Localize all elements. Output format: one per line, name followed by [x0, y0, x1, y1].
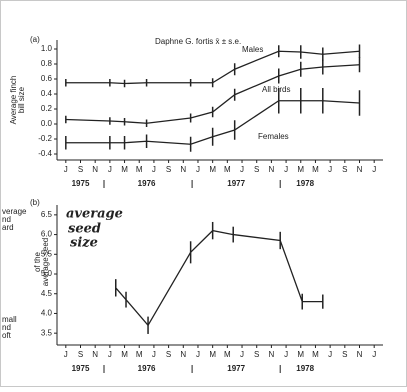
x-tick-label: N — [269, 350, 275, 359]
y-tick-label: 4.0 — [41, 309, 53, 318]
handwritten-note: size — [70, 236, 98, 251]
x-tick-label: M — [209, 165, 216, 174]
y-axis-label: of the — [33, 251, 42, 272]
year-label: 1978 — [296, 179, 314, 188]
year-label: 1975 — [72, 364, 90, 373]
series-label: All birds — [262, 85, 290, 94]
x-tick-label: M — [297, 350, 304, 359]
cropped-label: verage — [2, 207, 27, 216]
y-tick-label: 4.5 — [41, 289, 53, 298]
year-label: 1978 — [296, 364, 314, 373]
x-tick-label: N — [92, 165, 98, 174]
x-tick-label: N — [92, 350, 98, 359]
y-tick-label: -0.2 — [38, 134, 52, 143]
x-tick-label: M — [121, 350, 128, 359]
y-tick-label: 6.0 — [41, 230, 53, 239]
x-tick-label: M — [224, 165, 231, 174]
series-label: Males — [242, 45, 263, 54]
x-tick-label: J — [284, 350, 288, 359]
x-tick-label: N — [357, 165, 363, 174]
y-tick-label: -0.4 — [38, 149, 52, 158]
x-tick-label: J — [152, 165, 156, 174]
handwritten-note: average — [66, 207, 123, 222]
x-tick-label: J — [196, 350, 200, 359]
y-axis-label: average seed — [41, 238, 50, 286]
y-tick-label: 3.5 — [41, 328, 53, 337]
y-tick-label: 0.2 — [41, 104, 53, 113]
x-tick-label: N — [180, 165, 186, 174]
cropped-label: ard — [2, 223, 14, 232]
x-tick-label: J — [152, 350, 156, 359]
cropped-label: mall — [2, 315, 17, 324]
x-tick-label: J — [64, 165, 68, 174]
x-tick-label: S — [342, 350, 347, 359]
panel-label: (b) — [30, 198, 40, 207]
x-tick-label: N — [269, 165, 275, 174]
handwritten-note: seed — [68, 222, 101, 237]
x-tick-label: J — [196, 165, 200, 174]
cropped-label: nd — [2, 215, 11, 224]
x-tick-label: M — [121, 165, 128, 174]
x-tick-label: J — [328, 350, 332, 359]
y-tick-label: 0.4 — [41, 89, 53, 98]
x-tick-label: M — [136, 165, 143, 174]
x-tick-label: J — [108, 350, 112, 359]
x-tick-label: M — [312, 350, 319, 359]
cropped-label: nd — [2, 323, 11, 332]
y-tick-label: 0.8 — [41, 59, 53, 68]
y-tick-label: 5.0 — [41, 269, 53, 278]
x-tick-label: N — [357, 350, 363, 359]
x-tick-label: S — [342, 165, 347, 174]
year-label: 1977 — [227, 179, 245, 188]
x-tick-label: M — [297, 165, 304, 174]
x-tick-label: J — [240, 350, 244, 359]
x-tick-label: J — [240, 165, 244, 174]
y-tick-label: 6.5 — [41, 210, 53, 219]
series-label: Females — [258, 132, 289, 141]
x-tick-label: S — [166, 350, 171, 359]
cropped-label: oft — [2, 331, 12, 340]
x-tick-label: J — [372, 350, 376, 359]
y-tick-label: 0.6 — [41, 74, 53, 83]
x-tick-label: M — [224, 350, 231, 359]
x-tick-label: M — [209, 350, 216, 359]
x-tick-label: J — [284, 165, 288, 174]
x-tick-label: M — [136, 350, 143, 359]
year-label: 1975 — [72, 179, 90, 188]
x-tick-label: S — [254, 165, 259, 174]
y-tick-label: 1.0 — [41, 44, 53, 53]
y-axis-label: bill size — [17, 86, 26, 113]
year-label: 1977 — [227, 364, 245, 373]
x-tick-label: S — [166, 165, 171, 174]
x-tick-label: J — [372, 165, 376, 174]
y-tick-label: 5.5 — [41, 249, 53, 258]
chart-title: Daphne G. fortis x̄ ± s.e. — [155, 37, 241, 46]
x-tick-label: M — [312, 165, 319, 174]
x-tick-label: J — [328, 165, 332, 174]
x-tick-label: S — [78, 165, 83, 174]
x-tick-label: J — [64, 350, 68, 359]
panel-label: (a) — [30, 35, 40, 44]
year-label: 1976 — [138, 364, 156, 373]
x-tick-label: S — [254, 350, 259, 359]
x-tick-label: S — [78, 350, 83, 359]
x-tick-label: N — [180, 350, 186, 359]
x-tick-label: J — [108, 165, 112, 174]
y-tick-label: 0.0 — [41, 119, 53, 128]
year-label: 1976 — [138, 179, 156, 188]
y-axis-label: Average finch — [9, 76, 18, 125]
